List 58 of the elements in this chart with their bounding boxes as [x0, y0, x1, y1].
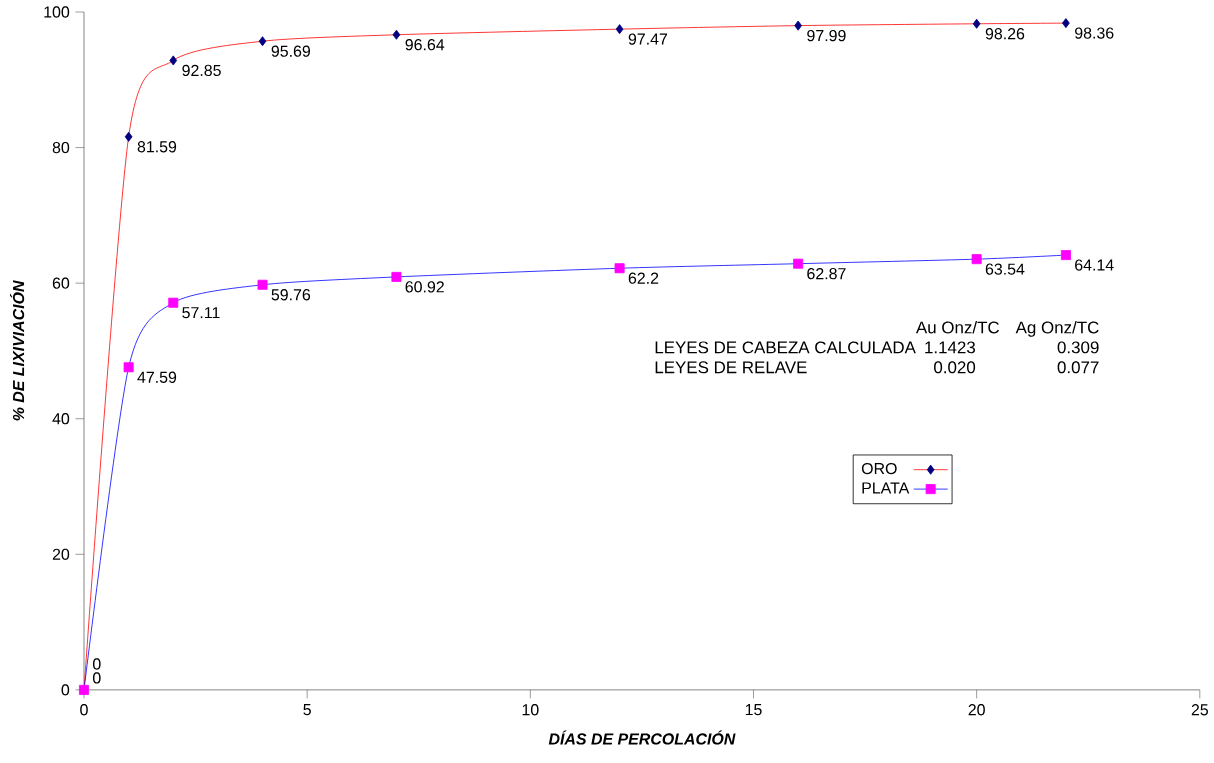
data-label: 59.76 [271, 289, 311, 301]
point [168, 297, 179, 308]
point [615, 24, 624, 35]
data-label: 92.85 [182, 64, 221, 77]
data-label: 98.26 [985, 28, 1025, 40]
data-label: 96.64 [405, 39, 445, 51]
x-tick-label: 20 [968, 704, 985, 716]
data-label: 98.36 [1075, 27, 1114, 39]
x-tick-label: 10 [522, 704, 539, 716]
data-label: 47.59 [137, 371, 177, 383]
data-label: 97.99 [807, 30, 846, 42]
x-axis-title: DÍAS DE PERCOLACIÓN [548, 730, 736, 745]
data-label: 60.92 [405, 281, 444, 293]
legend-label: ORO [861, 462, 897, 475]
point [169, 55, 178, 66]
legend-label: PLATA [862, 482, 910, 494]
data-label: 0 [92, 658, 101, 670]
y-tick-label: 0 [61, 684, 70, 696]
data-label: 62.87 [807, 268, 846, 280]
point [794, 20, 802, 31]
point [614, 263, 625, 274]
annotation: 1.1423 [925, 341, 976, 354]
x-tick-label: 25 [1191, 704, 1208, 716]
y-tick-label: 60 [52, 277, 70, 289]
point [972, 18, 981, 29]
data-label: 63.54 [985, 263, 1025, 275]
data-label: 0 [92, 672, 101, 684]
point [391, 271, 402, 282]
point [971, 254, 982, 265]
point [793, 258, 804, 269]
y-tick-label: 80 [52, 141, 70, 154]
annotation: Au Onz/TC [915, 321, 1000, 334]
x-tick-label: 0 [80, 704, 88, 716]
x-tick-label: 5 [303, 704, 311, 716]
annotation: 0.020 [934, 361, 976, 374]
y-axis-title: % DE LIXIVIACIÓN [9, 280, 25, 421]
point [1060, 250, 1071, 261]
point [1062, 18, 1070, 29]
y-tick-label: 40 [52, 413, 70, 425]
x-tick-label: 15 [745, 704, 762, 716]
data-label: 57.11 [182, 307, 220, 319]
annotation: Ag Onz/TC [1015, 321, 1099, 337]
data-label: 81.59 [137, 141, 177, 153]
y-tick-label: 100 [44, 6, 70, 18]
data-label: 95.69 [271, 45, 310, 57]
annotation: 0.309 [1057, 341, 1099, 354]
point [124, 131, 133, 142]
annotation: LEYES DE RELAVE [655, 361, 807, 374]
data-label: 64.14 [1075, 259, 1114, 271]
point [123, 362, 134, 373]
y-tick-label: 20 [52, 548, 70, 561]
annotation: 0.077 [1057, 361, 1099, 374]
point [258, 36, 267, 47]
data-label: 62.2 [628, 272, 659, 284]
point [257, 279, 268, 290]
annotation: LEYES DE CABEZA CALCULADA [655, 341, 916, 354]
point [392, 29, 401, 40]
data-label: 97.47 [628, 33, 668, 45]
